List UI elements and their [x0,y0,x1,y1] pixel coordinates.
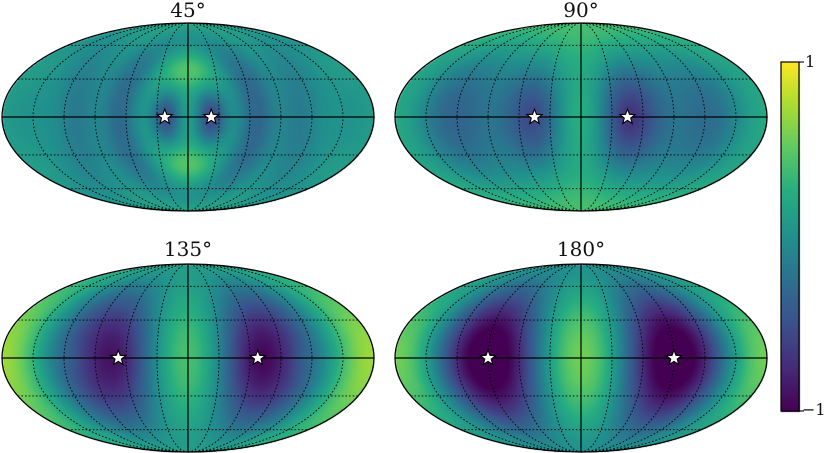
sky-map-outline [1,22,375,212]
pulsar-star-marker [618,107,637,125]
colorbar-frame [780,61,800,412]
panel-title-45: 45° [170,0,206,22]
meridian-line [487,263,582,453]
sky-map-outline [394,263,768,453]
colorbar-min-label: −1 [802,400,826,419]
meridian-line [580,22,706,212]
pulsar-star-marker [248,348,267,366]
meridian-line [487,22,582,212]
pulsar-star-marker [109,348,128,366]
pulsar-star-marker [478,348,498,366]
meridian-line [580,263,706,453]
meridian-line [187,263,313,453]
pulsar-star-marker [202,107,221,125]
meridian-line [187,22,313,212]
meridian-line [94,22,189,212]
sky-map-outline [1,263,375,453]
pulsar-star-marker [155,107,174,125]
pulsar-star-marker [525,107,544,125]
meridian-line [94,263,189,453]
panel-title-180: 180° [556,237,606,261]
sky-map-outline [394,22,768,212]
pulsar-star-marker [664,348,684,366]
colorbar-max-label: 1 [805,52,816,71]
panel-title-135: 135° [163,237,213,261]
panel-title-90: 90° [563,0,599,22]
